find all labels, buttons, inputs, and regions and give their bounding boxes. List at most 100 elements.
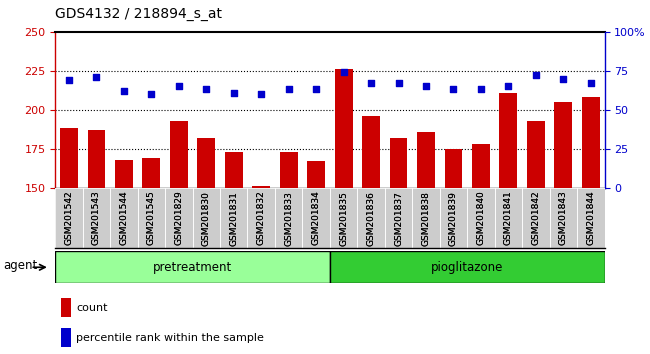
Point — [91, 74, 101, 80]
Text: GSM201832: GSM201832 — [257, 190, 266, 245]
Text: GSM201834: GSM201834 — [311, 190, 320, 245]
Text: GSM201542: GSM201542 — [64, 190, 73, 245]
Point — [256, 91, 266, 97]
Text: GSM201838: GSM201838 — [421, 190, 430, 246]
Text: percentile rank within the sample: percentile rank within the sample — [76, 333, 264, 343]
Bar — [472, 144, 490, 354]
Text: GSM201544: GSM201544 — [120, 190, 129, 245]
Text: GSM201844: GSM201844 — [586, 190, 595, 245]
Bar — [142, 158, 161, 354]
Bar — [439, 188, 467, 248]
Point — [311, 87, 321, 92]
Bar — [335, 69, 352, 354]
Bar — [417, 132, 435, 354]
Text: GSM201831: GSM201831 — [229, 190, 239, 246]
Text: GSM201841: GSM201841 — [504, 190, 513, 245]
Bar — [275, 188, 302, 248]
Point — [476, 87, 486, 92]
Text: GSM201544: GSM201544 — [120, 190, 129, 245]
Bar — [55, 188, 83, 248]
Bar — [55, 251, 330, 283]
Bar — [445, 149, 462, 354]
Bar — [527, 121, 545, 354]
Point — [448, 87, 459, 92]
Bar — [83, 188, 110, 248]
Point — [339, 69, 349, 75]
Text: GSM201543: GSM201543 — [92, 190, 101, 245]
Bar — [389, 138, 408, 354]
Bar — [170, 121, 188, 354]
Point — [146, 91, 157, 97]
Bar — [225, 152, 242, 354]
Bar — [280, 152, 298, 354]
Text: GSM201830: GSM201830 — [202, 190, 211, 246]
Bar — [582, 97, 600, 354]
Text: GSM201842: GSM201842 — [531, 190, 540, 245]
Bar — [307, 161, 325, 354]
Text: GSM201843: GSM201843 — [559, 190, 568, 245]
Text: GSM201836: GSM201836 — [367, 190, 376, 246]
Text: GSM201843: GSM201843 — [559, 190, 568, 245]
Text: GSM201829: GSM201829 — [174, 190, 183, 245]
Point — [283, 87, 294, 92]
Point — [586, 80, 596, 86]
Text: GSM201543: GSM201543 — [92, 190, 101, 245]
Text: GSM201836: GSM201836 — [367, 190, 376, 246]
Bar — [362, 116, 380, 354]
Bar — [330, 251, 604, 283]
Text: GSM201839: GSM201839 — [449, 190, 458, 246]
Point — [421, 84, 431, 89]
Text: GSM201835: GSM201835 — [339, 190, 348, 246]
Point — [393, 80, 404, 86]
Bar — [60, 129, 78, 354]
Point — [229, 90, 239, 96]
Point — [503, 84, 514, 89]
Bar — [252, 186, 270, 354]
Bar — [412, 188, 439, 248]
Text: count: count — [76, 303, 108, 313]
Text: GSM201833: GSM201833 — [284, 190, 293, 246]
Bar — [192, 188, 220, 248]
Bar — [115, 160, 133, 354]
Text: GSM201841: GSM201841 — [504, 190, 513, 245]
Point — [64, 77, 74, 83]
Point — [366, 80, 376, 86]
Bar — [88, 130, 105, 354]
Point — [530, 73, 541, 78]
Text: GSM201838: GSM201838 — [421, 190, 430, 246]
Bar — [550, 188, 577, 248]
Text: GSM201545: GSM201545 — [147, 190, 156, 245]
Text: GSM201835: GSM201835 — [339, 190, 348, 246]
Bar — [554, 102, 572, 354]
Point — [174, 84, 184, 89]
Point — [119, 88, 129, 94]
Text: GSM201842: GSM201842 — [531, 190, 540, 245]
Text: GSM201834: GSM201834 — [311, 190, 320, 245]
Text: GSM201839: GSM201839 — [449, 190, 458, 246]
Bar — [495, 188, 522, 248]
Bar — [577, 188, 605, 248]
Bar — [138, 188, 165, 248]
Text: GSM201829: GSM201829 — [174, 190, 183, 245]
Bar — [522, 188, 550, 248]
Point — [558, 76, 569, 81]
Bar — [111, 188, 138, 248]
Text: GSM201844: GSM201844 — [586, 190, 595, 245]
Text: GSM201833: GSM201833 — [284, 190, 293, 246]
Bar — [330, 188, 358, 248]
Text: pioglitazone: pioglitazone — [431, 261, 503, 274]
Bar — [385, 188, 412, 248]
Text: GSM201840: GSM201840 — [476, 190, 486, 245]
Text: GSM201837: GSM201837 — [394, 190, 403, 246]
Bar — [248, 188, 275, 248]
Bar — [302, 188, 330, 248]
Text: GSM201830: GSM201830 — [202, 190, 211, 246]
Bar — [60, 298, 71, 317]
Text: GSM201545: GSM201545 — [147, 190, 156, 245]
Bar — [467, 188, 495, 248]
Text: GSM201840: GSM201840 — [476, 190, 486, 245]
Text: pretreatment: pretreatment — [153, 261, 232, 274]
Bar — [165, 188, 192, 248]
Bar — [220, 188, 248, 248]
Text: agent: agent — [3, 259, 37, 272]
